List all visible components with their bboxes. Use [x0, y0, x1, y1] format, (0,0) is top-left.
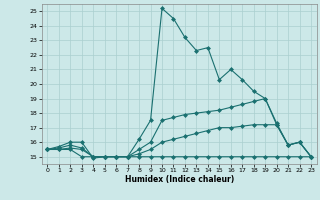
X-axis label: Humidex (Indice chaleur): Humidex (Indice chaleur): [124, 175, 234, 184]
